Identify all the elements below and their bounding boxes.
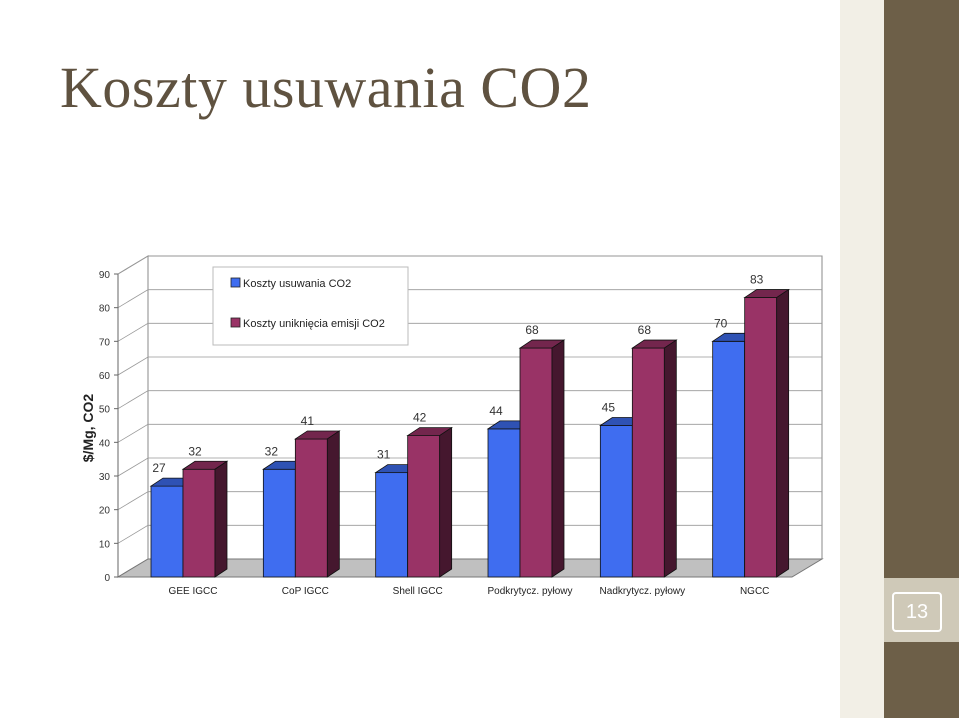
data-label: 32 [265,444,279,458]
bar-2-4 [518,339,566,578]
chart-gridlines [117,255,822,544]
x-category-label: GEE IGCC [169,586,218,597]
bar-front [487,428,521,578]
y-tick-label: 30 [99,472,111,483]
chart-legend: Koszty usuwania CO2 Koszty uniknięcia emi… [212,266,409,346]
bar-side [663,339,677,578]
bar-front [712,340,746,578]
y-tick-label: 80 [99,304,111,315]
data-label: 31 [377,448,391,462]
bar-side [439,426,453,578]
legend-label: Koszty usuwania CO2 [243,278,351,290]
legend-swatch [230,277,241,288]
bar-side [551,339,565,578]
data-label: 70 [714,316,728,330]
x-axis-categories: GEE IGCC CoP IGCC Shell IGCC Podkrytycz. py… [169,586,770,597]
chart-bars [149,288,790,578]
bar-side [326,430,340,578]
y-axis-label: $/Mg, CO2 [80,394,96,463]
y-tick-label: 50 [99,405,111,416]
bar-2-6 [743,288,790,578]
y-tick-label: 0 [104,573,110,584]
bar-front [182,468,216,578]
y-tick-label: 70 [99,337,111,348]
bar-front [262,468,296,578]
y-tick-label: 20 [99,506,111,517]
y-axis-ticks: 0 10 20 30 40 50 60 70 80 90 [99,270,119,584]
data-label: 68 [638,323,652,337]
gridline [117,457,822,477]
y-tick-label: 40 [99,438,111,449]
bar-2-1 [181,460,229,578]
gridline [117,491,822,511]
gridline [117,255,822,275]
side-wall [117,255,149,578]
gridline [117,322,822,342]
data-labels: 27 32 32 41 31 42 44 68 45 68 70 83 [152,273,763,476]
legend-label: Koszty uniknięcia emisji CO2 [243,318,385,330]
legend-swatch [230,317,241,328]
bar-side [214,460,228,578]
bar-front [375,472,409,578]
data-label: 44 [489,404,503,418]
gridline [117,289,822,309]
data-label: 68 [525,323,539,337]
data-label: 32 [188,444,202,458]
data-label: 45 [602,401,616,415]
bar-front [631,347,665,578]
y-tick-label: 90 [99,270,111,281]
bar-front [744,297,778,578]
bar-front [150,485,184,578]
bar-front [599,425,633,578]
bar-2-2 [294,430,341,578]
side-panel-light [840,0,884,718]
gridline [117,524,822,544]
gridline [117,356,822,376]
x-category-label: Nadkrytycz. pyłowy [600,586,686,597]
x-category-label: Podkrytycz. pyłowy [487,586,572,597]
y-tick-label: 60 [99,371,111,382]
page-badge: 13 [884,578,959,642]
gridline [117,423,822,443]
bar-2-3 [406,426,453,578]
bar-front [294,438,328,578]
data-label: 42 [413,411,427,425]
y-tick-label: 10 [99,539,111,550]
bar-side [776,288,790,578]
gridline [117,390,822,410]
bar-2-5 [631,339,678,578]
data-label: 41 [301,414,315,428]
x-category-label: Shell IGCC [393,586,443,597]
bar-front [519,347,553,578]
page-number: 13 [892,592,942,632]
slide-title: Koszty usuwania CO2 [60,55,592,120]
bar-front [407,435,441,578]
bar-chart: 0 10 20 30 40 50 60 70 80 90 $/Mg, CO2 27 32 32 41 31… [80,255,824,597]
data-label: 83 [750,273,764,287]
legend-box [212,266,409,346]
data-label: 27 [152,461,166,475]
x-category-label: NGCC [740,586,769,597]
x-category-label: CoP IGCC [282,586,329,597]
